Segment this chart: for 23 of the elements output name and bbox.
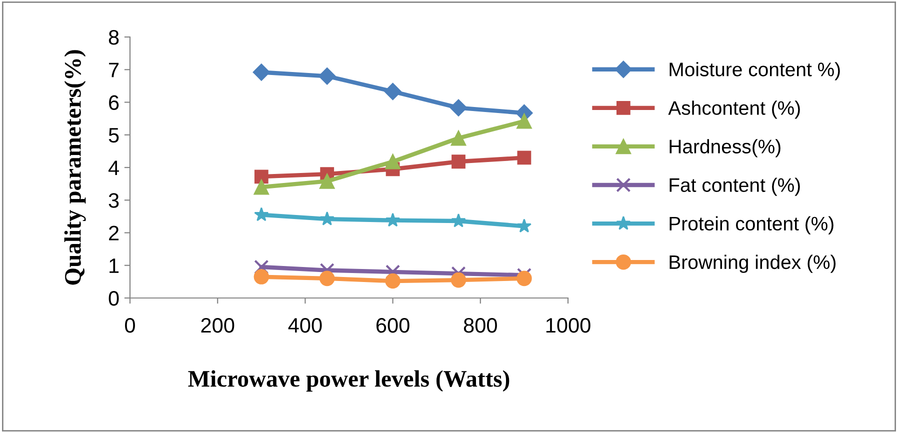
legend-label: Browning index (%) [670,254,836,273]
legend-label: Fat content (%) [670,178,800,196]
y-tick-label: 4 [108,160,119,176]
legend-label: Moisture content %) [670,62,840,80]
x-axis-title: Microwave power levels (Watts) [188,370,510,392]
y-axis-title: Quality parameters(%) [64,50,86,285]
y-tick-label: 2 [109,226,119,240]
x-tick-label: 800 [464,318,497,333]
x-tick-label: 200 [201,318,234,333]
x-tick-label: 600 [376,318,410,333]
y-tick-label: 3 [108,193,119,208]
x-tick-label: 400 [288,318,322,333]
y-tick-label: 0 [108,291,119,306]
y-tick-label: 6 [109,95,119,110]
legend-label: Protein content (%) [670,216,834,234]
legend-label: Hardness(%) [670,139,780,158]
y-tick-label: 7 [109,62,119,78]
legend-label: Ashcontent (%) [668,100,800,119]
y-tick-label: 5 [108,128,119,143]
y-tick-label: 1 [110,258,119,273]
x-tick-label: 1000 [546,318,590,333]
y-tick-label: 8 [108,30,119,45]
x-tick-label: 0 [125,318,135,333]
